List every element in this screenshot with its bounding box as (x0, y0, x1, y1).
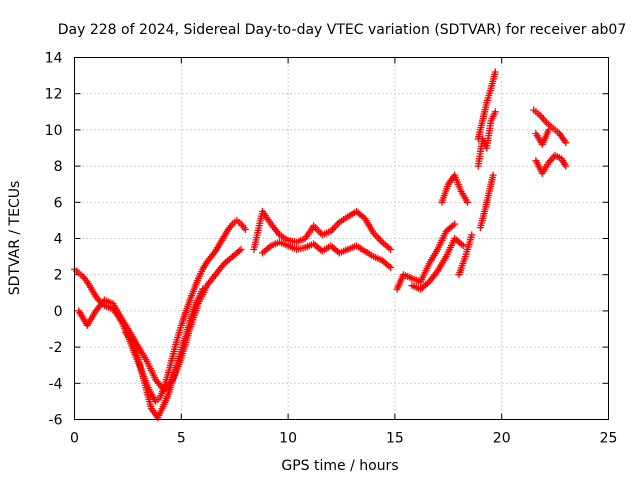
axis-tick-labels: 0 5 10 15 20 25 -6 -4 -2 0 2 4 6 8 10 12 14 (45, 51, 618, 447)
y-tick-label: 0 (54, 304, 63, 320)
series-arc-9 (455, 231, 476, 279)
data-point (241, 225, 249, 233)
data-point (545, 126, 553, 134)
y-tick-label: 12 (45, 87, 63, 103)
series-arc-12 (476, 171, 497, 232)
y-tick-label: 2 (54, 268, 63, 284)
data-point (562, 162, 570, 170)
data-point (562, 139, 570, 147)
x-tick-label: 0 (70, 431, 79, 447)
y-tick-label: 6 (54, 195, 63, 211)
y-axis-label: SDTVAR / TECUs (7, 181, 23, 296)
y-tick-label: 14 (45, 51, 63, 67)
data-point (489, 171, 497, 179)
plot-frame (74, 57, 609, 420)
y-tick-label: 8 (54, 159, 63, 175)
data-point (387, 263, 395, 271)
series-arc-2 (75, 245, 245, 395)
x-tick-label: 10 (279, 431, 297, 447)
data-points (71, 68, 570, 422)
series-arc-7 (408, 235, 467, 293)
y-tick-label: 4 (54, 232, 63, 248)
series-arc-13 (530, 106, 570, 147)
data-point (464, 198, 472, 206)
data-point (387, 245, 395, 253)
data-point (491, 68, 499, 76)
data-point (237, 245, 245, 253)
x-tick-label: 15 (386, 431, 404, 447)
axis-ticks (74, 57, 609, 420)
x-tick-label: 5 (177, 431, 186, 447)
series-arc-11 (474, 108, 499, 170)
y-tick-label: -4 (49, 376, 63, 392)
series-arc-4 (250, 207, 395, 253)
series-arc-3 (122, 285, 207, 422)
data-point (468, 231, 476, 239)
x-tick-label: 20 (493, 431, 511, 447)
data-point (451, 220, 459, 228)
y-tick-label: -2 (49, 340, 63, 356)
grid (74, 57, 609, 420)
data-point (199, 285, 207, 293)
series-arc-15 (532, 126, 553, 148)
series-arc-8 (438, 171, 472, 206)
x-tick-label: 25 (600, 431, 618, 447)
series-arc-10 (474, 68, 499, 143)
series-arc-14 (532, 151, 570, 177)
x-axis-label: GPS time / hours (281, 458, 398, 474)
chart-title: Day 228 of 2024, Sidereal Day-to-day VTE… (58, 22, 627, 38)
series-arc-5 (258, 238, 395, 271)
y-tick-label: -6 (49, 413, 63, 429)
series-arc-6 (393, 220, 459, 293)
data-point (459, 242, 467, 250)
data-point (491, 108, 499, 116)
y-tick-label: 10 (45, 123, 63, 139)
